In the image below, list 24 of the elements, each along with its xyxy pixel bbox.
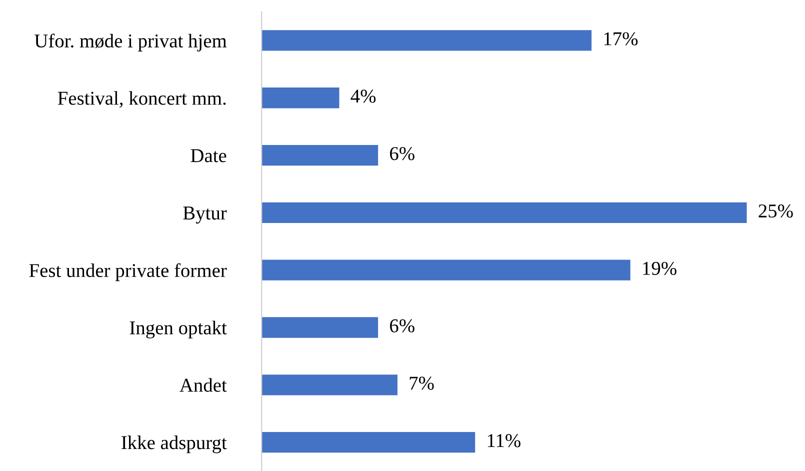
data-label: 19% bbox=[643, 262, 676, 276]
y-tick-label: Fest under private former bbox=[29, 263, 227, 282]
data-label: 6% bbox=[390, 319, 414, 332]
bar bbox=[262, 30, 592, 51]
y-tick-label: Ikke adspurgt bbox=[122, 436, 227, 454]
y-tick-label: Bytur bbox=[183, 206, 227, 224]
data-label: 4% bbox=[350, 90, 376, 103]
bar bbox=[262, 144, 378, 166]
bar bbox=[262, 432, 476, 453]
data-label: 7% bbox=[410, 376, 434, 390]
data-label: 17% bbox=[604, 32, 638, 46]
bar bbox=[262, 88, 340, 108]
data-label: 11% bbox=[488, 434, 520, 448]
bar bbox=[262, 260, 630, 280]
bar bbox=[262, 202, 747, 224]
y-tick-label: Date bbox=[190, 149, 226, 162]
y-tick-label: Andet bbox=[180, 378, 227, 392]
bar bbox=[262, 317, 378, 338]
bar bbox=[262, 374, 398, 396]
y-tick-label: Festival, koncert mm. bbox=[58, 91, 226, 108]
data-label: 25% bbox=[758, 204, 793, 218]
y-tick-label: Ufor. møde i privat hjem bbox=[34, 34, 227, 52]
data-label: 6% bbox=[390, 147, 414, 160]
y-tick-label: Ingen optakt bbox=[130, 320, 227, 338]
